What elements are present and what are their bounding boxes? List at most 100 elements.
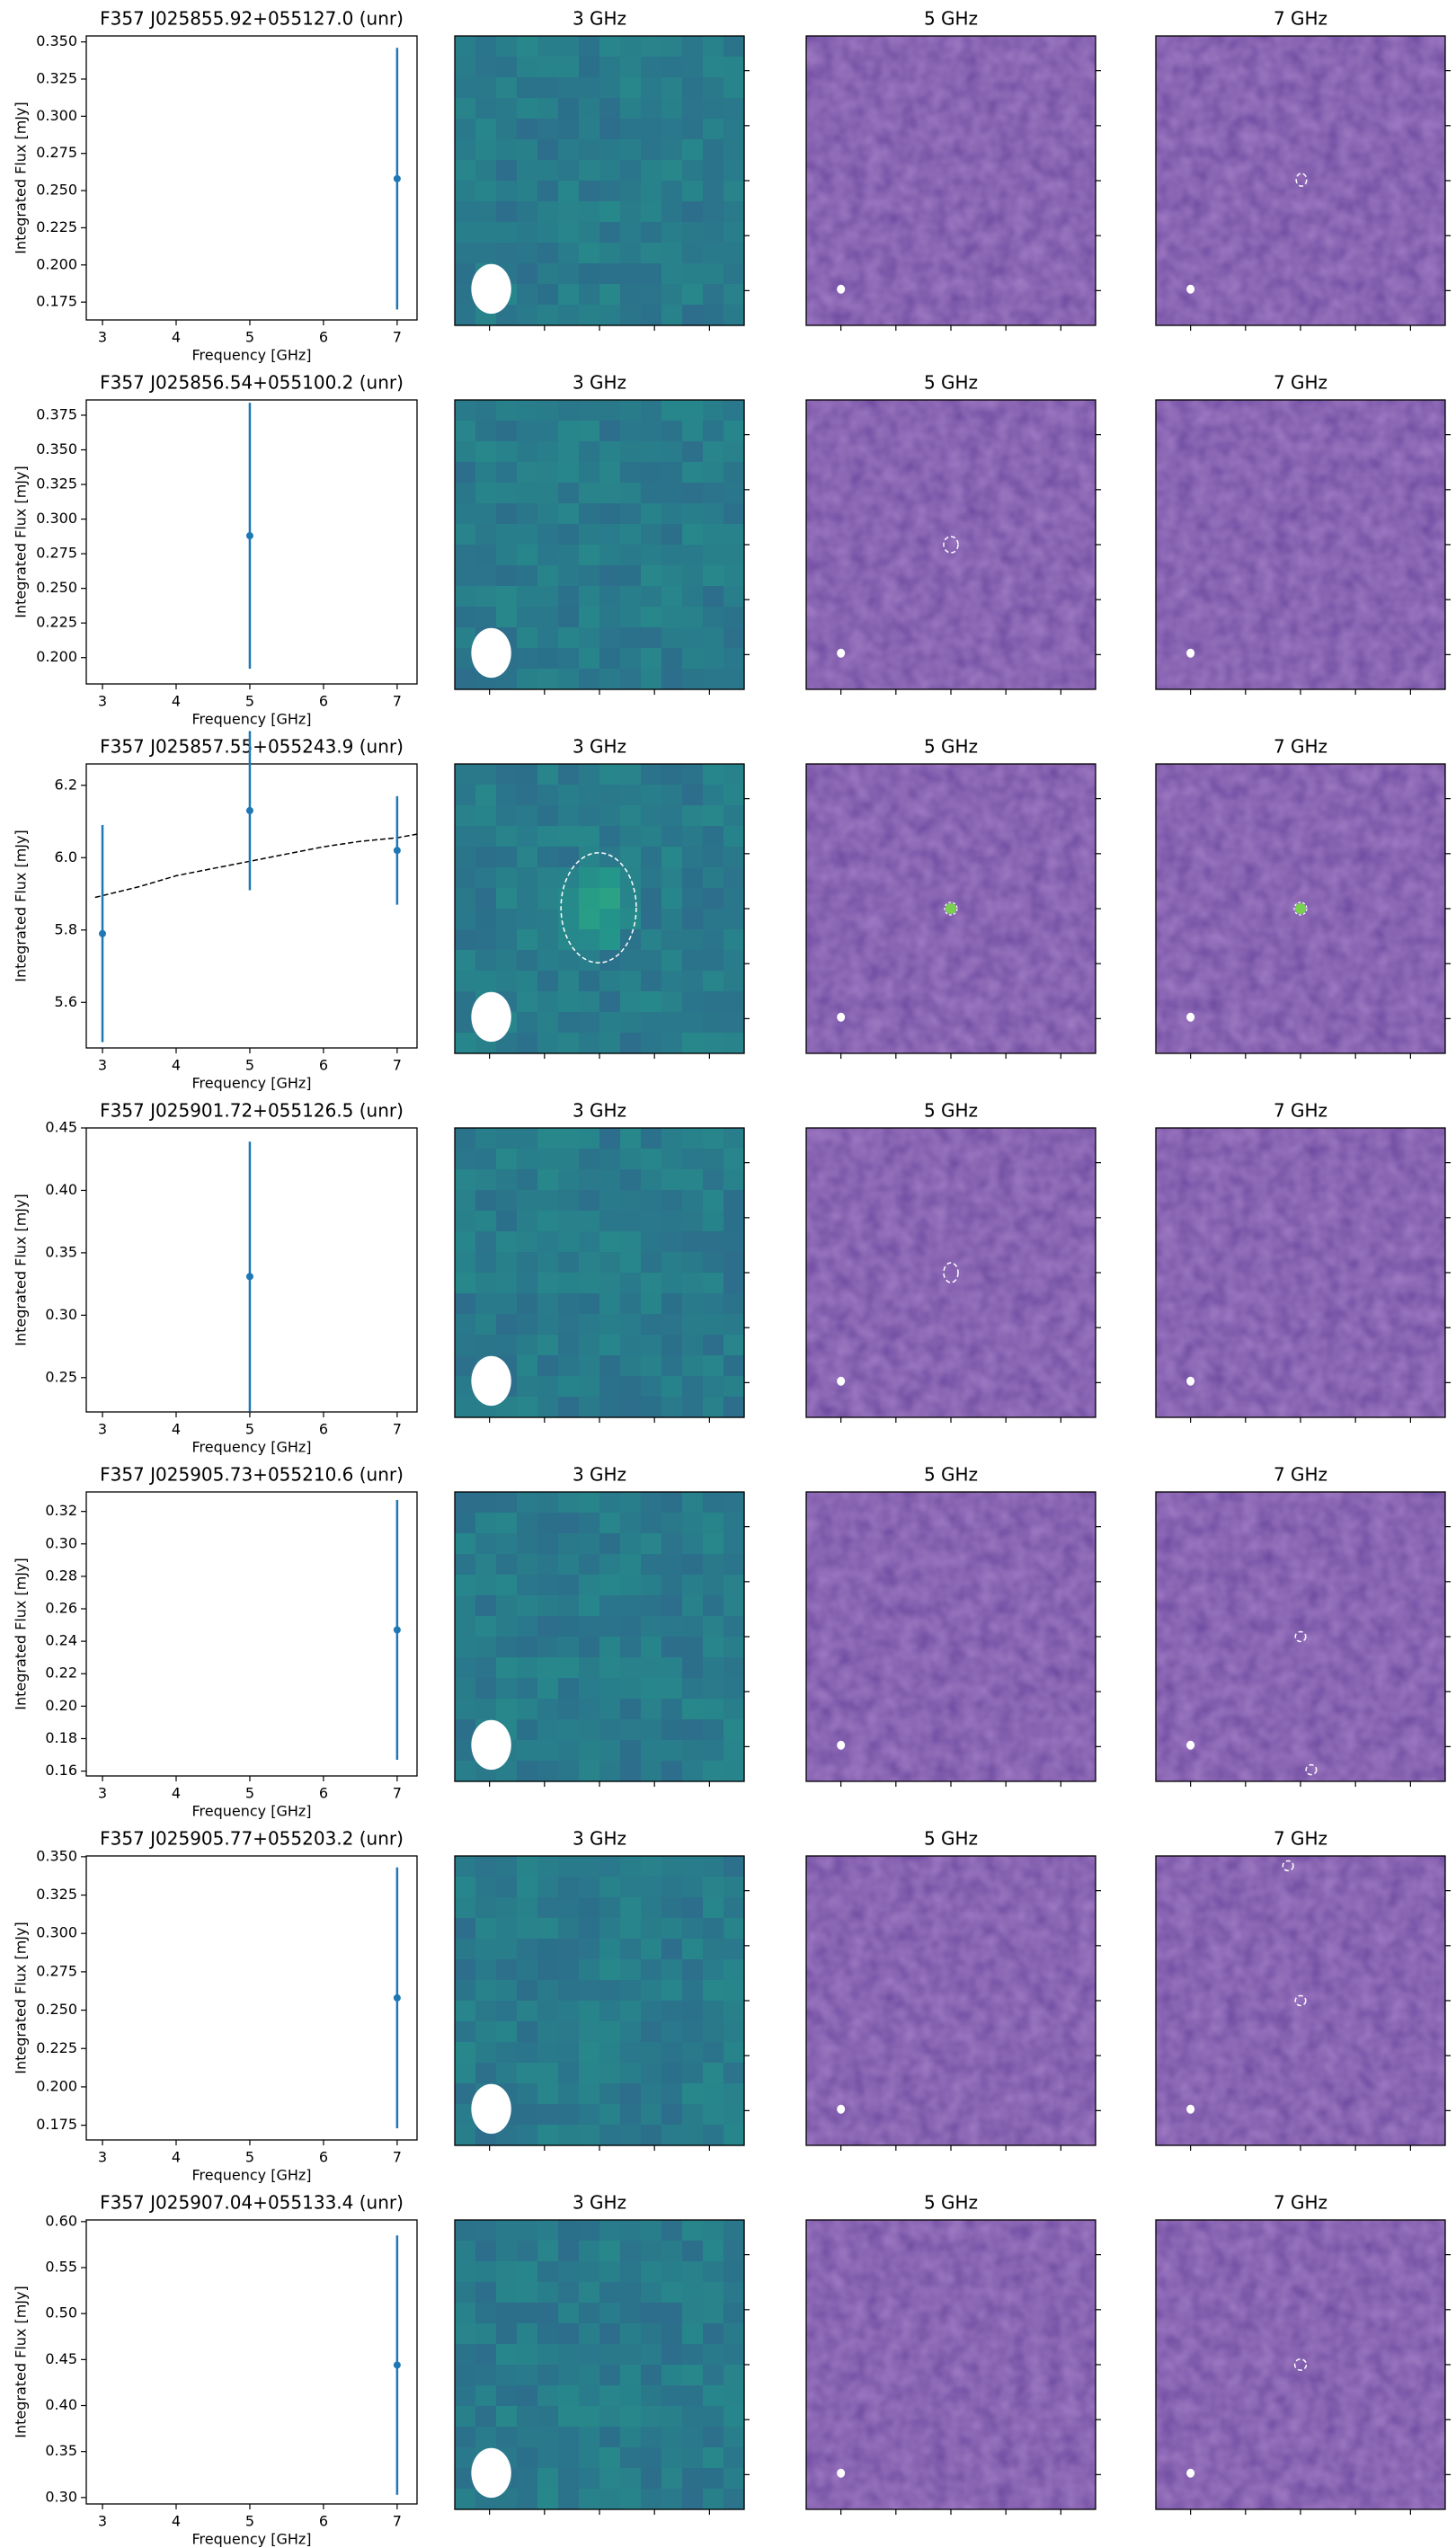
- panel-title: 3 GHz: [573, 1100, 626, 1122]
- image-pixel: [558, 1012, 580, 1034]
- image-pixel: [682, 181, 704, 202]
- image-pixel: [724, 462, 745, 484]
- image-pixel: [537, 1575, 559, 1596]
- y-tick-label: 0.40: [45, 1181, 77, 1198]
- image-pixel: [496, 2241, 518, 2262]
- data-point: [393, 174, 401, 182]
- image-pixel: [537, 2489, 559, 2510]
- image-pixel: [455, 1533, 476, 1555]
- beam: [1186, 2104, 1195, 2114]
- image-pixel: [641, 1273, 662, 1294]
- image-pixel: [517, 2489, 538, 2510]
- image-pixel: [661, 1492, 683, 1514]
- image-pixel: [496, 2344, 518, 2366]
- image-pixel: [475, 2001, 497, 2022]
- image-pixel: [724, 98, 745, 120]
- image-pixel: [475, 201, 497, 223]
- image-pixel: [517, 1595, 538, 1617]
- image-pixel: [558, 2427, 580, 2448]
- image-pixel: [661, 1293, 683, 1315]
- image-pixel: [579, 1513, 600, 1534]
- image-pixel: [599, 1897, 621, 1919]
- image-pixel: [682, 1033, 704, 1054]
- image-pixel: [661, 2365, 683, 2386]
- image-pixel: [703, 1128, 724, 1150]
- image-pixel: [496, 2282, 518, 2304]
- image-pixel: [517, 1335, 538, 1356]
- image-pixel: [537, 991, 559, 1013]
- image-pixel: [496, 503, 518, 525]
- image-pixel: [537, 764, 559, 786]
- image-pixel: [620, 565, 642, 587]
- image-pixel: [661, 971, 683, 992]
- image-pixel: [455, 1554, 476, 1576]
- image-pixel: [620, 2303, 642, 2324]
- image-pixel: [579, 627, 600, 649]
- image-pixel: [579, 805, 600, 827]
- image-pixel: [455, 909, 476, 930]
- y-tick-label: 0.30: [45, 1534, 77, 1551]
- image-pixel: [517, 1637, 538, 1658]
- image-pixel: [703, 98, 724, 120]
- image-pixel: [579, 1533, 600, 1555]
- image-pixel: [703, 1293, 724, 1315]
- image-pixel: [641, 305, 662, 326]
- image-pixel: [703, 77, 724, 99]
- image-pixel: [641, 1856, 662, 1878]
- beam: [1186, 1376, 1195, 1386]
- image-pixel: [579, 160, 600, 182]
- image-pixel: [579, 607, 600, 628]
- image-pixel: [703, 2261, 724, 2283]
- image-pixel: [599, 2125, 621, 2146]
- image-pixel: [599, 1657, 621, 1679]
- image-pixel: [558, 971, 580, 992]
- image-pixel: [703, 36, 724, 58]
- image-pixel: [579, 2427, 600, 2448]
- image-pixel: [682, 2365, 704, 2386]
- image-pixel: [641, 98, 662, 120]
- source-marker: [560, 852, 637, 963]
- image-pixel: [724, 1376, 745, 1398]
- image-pixel: [537, 2261, 559, 2283]
- image-pixel: [724, 1231, 745, 1253]
- image-pixel: [455, 2344, 476, 2366]
- image-pixel: [641, 1190, 662, 1212]
- image-pixel: [579, 2303, 600, 2324]
- image-pixel: [641, 785, 662, 806]
- image-pixel: [724, 36, 745, 58]
- image-pixel: [703, 139, 724, 161]
- beam: [1186, 1740, 1195, 1750]
- beam: [471, 2447, 511, 2499]
- image-pixel: [724, 1897, 745, 1919]
- image-pixel: [579, 888, 600, 910]
- image-pixel: [455, 1128, 476, 1150]
- image-pixel: [517, 1190, 538, 1212]
- image-pixel: [724, 1012, 745, 1034]
- x-axis-label: Frequency [GHz]: [191, 1075, 311, 1092]
- image-pixel: [558, 826, 580, 848]
- image-pixel: [682, 1897, 704, 1919]
- image-pixel: [517, 826, 538, 848]
- image-pixel: [724, 284, 745, 306]
- image-pixel: [537, 1169, 559, 1191]
- image-pixel: [620, 2241, 642, 2262]
- image-pixel: [475, 2021, 497, 2043]
- image-pixel: [682, 2125, 704, 2146]
- image-pixel: [475, 1252, 497, 1274]
- image-pixel: [455, 2083, 476, 2105]
- y-tick-label: 0.28: [45, 1567, 77, 1584]
- image-pixel: [496, 243, 518, 264]
- image-pixel: [455, 1616, 476, 1638]
- beam: [837, 1376, 846, 1386]
- image-pixel: [682, 2282, 704, 2304]
- image-pixel: [682, 1376, 704, 1398]
- image-pixel: [579, 1397, 600, 1418]
- image-pixel: [682, 1980, 704, 2002]
- image-pixel: [724, 1637, 745, 1658]
- image-pixel: [620, 36, 642, 58]
- image-noise: [806, 1856, 1096, 2145]
- x-tick-label: 5: [245, 329, 254, 346]
- image-pixel: [517, 1128, 538, 1150]
- image-pixel: [558, 2104, 580, 2126]
- image-pixel: [475, 1513, 497, 1534]
